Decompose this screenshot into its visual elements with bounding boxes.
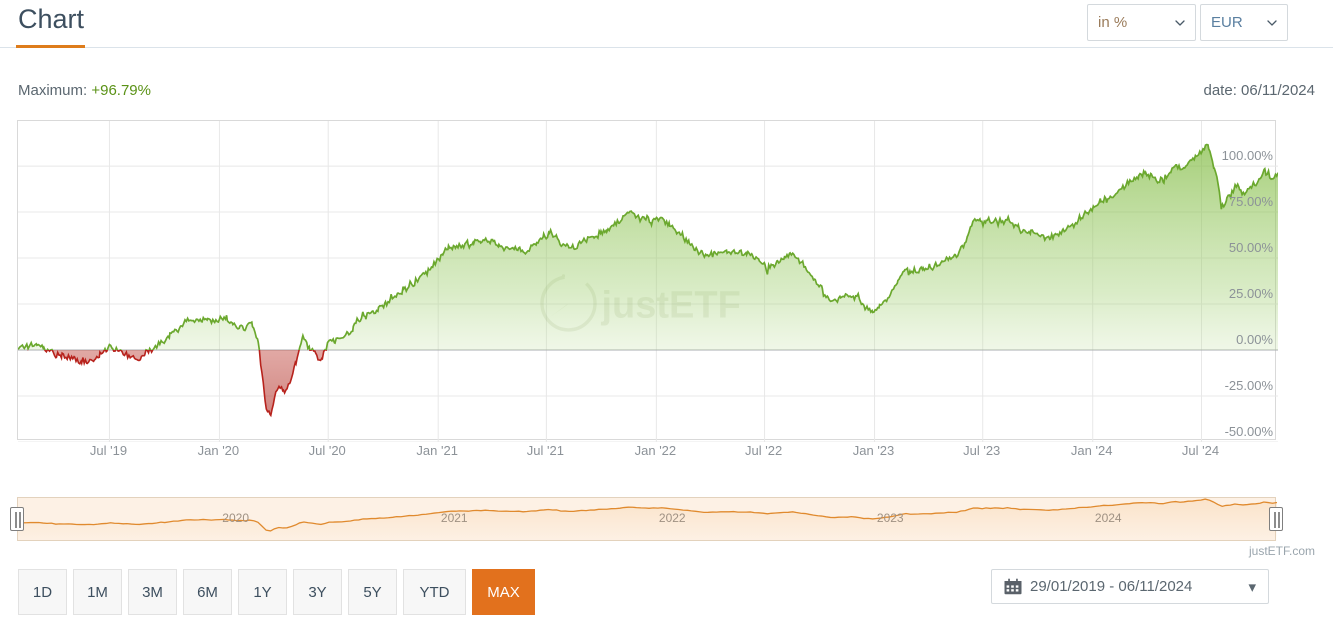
svg-text:75.00%: 75.00% bbox=[1229, 194, 1274, 209]
svg-text:-25.00%: -25.00% bbox=[1225, 378, 1274, 393]
svg-text:-50.00%: -50.00% bbox=[1225, 424, 1274, 439]
svg-text:0.00%: 0.00% bbox=[1236, 332, 1273, 347]
svg-text:100.00%: 100.00% bbox=[1222, 148, 1274, 163]
svg-text:50.00%: 50.00% bbox=[1229, 240, 1274, 255]
svg-text:25.00%: 25.00% bbox=[1229, 286, 1274, 301]
